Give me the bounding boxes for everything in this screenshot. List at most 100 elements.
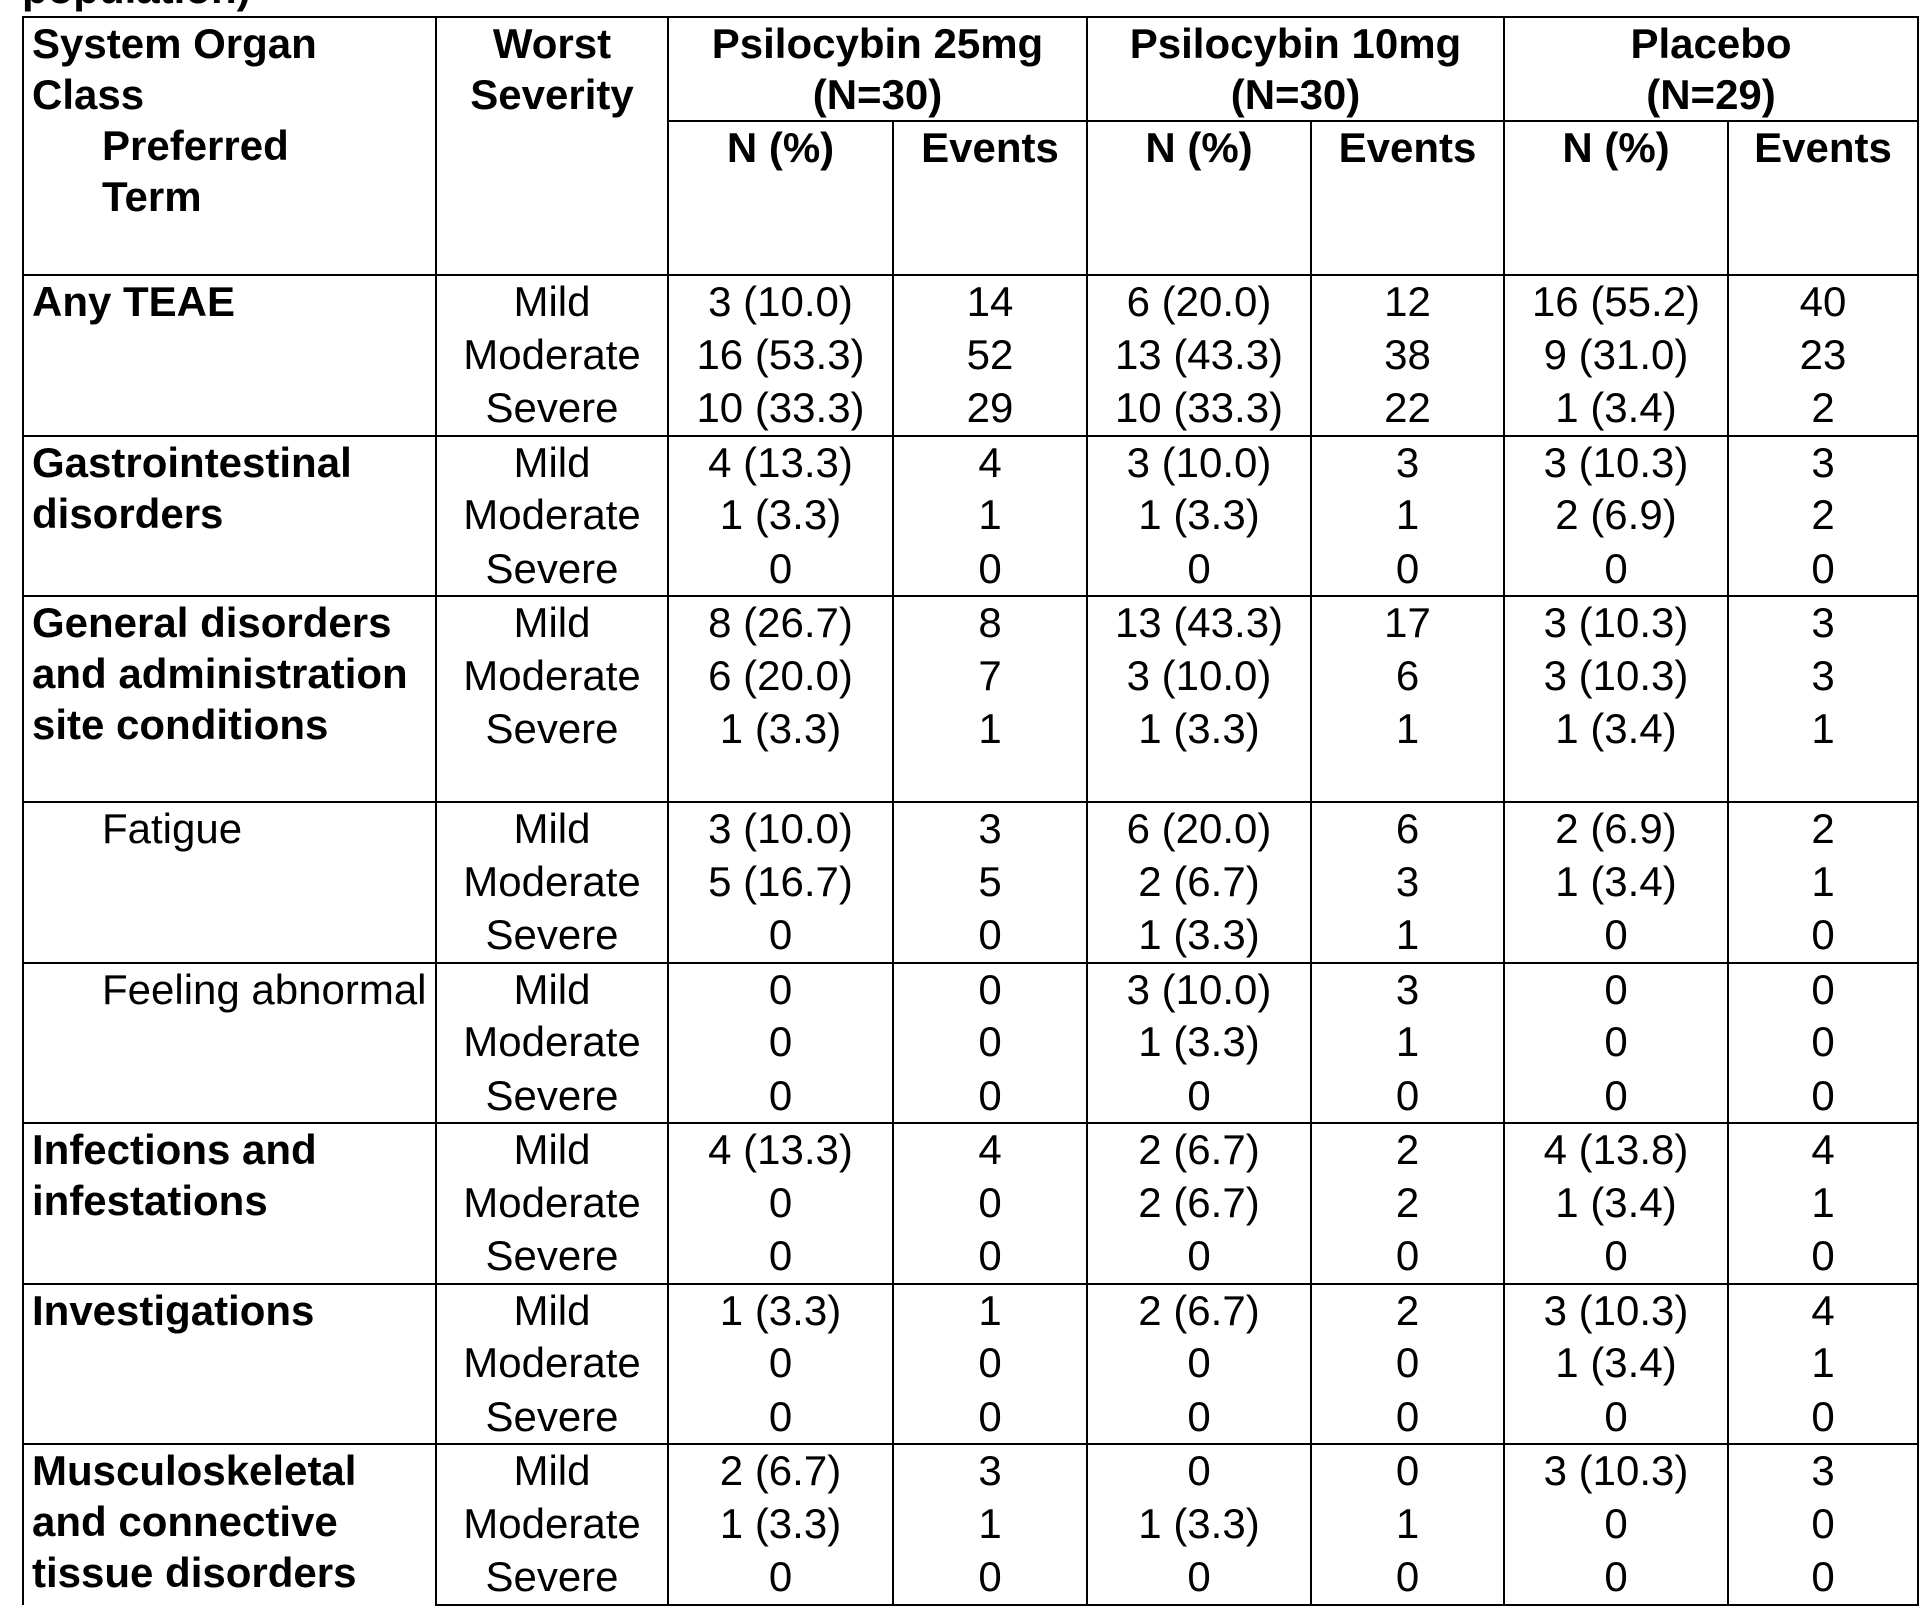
severity: Moderate: [436, 329, 668, 383]
events: 14: [893, 275, 1087, 329]
column-header: N (%): [1504, 121, 1728, 275]
severity: Mild: [436, 963, 668, 1017]
severity: Mild: [436, 436, 668, 490]
events: 12: [1311, 275, 1504, 329]
n-percent: 2 (6.7): [1087, 1177, 1311, 1231]
events: 1: [893, 489, 1087, 543]
body-row: Gastrointestinal disordersMild4 (13.3)43…: [23, 436, 1918, 490]
n-percent: 0: [1504, 543, 1728, 597]
events: 3: [1311, 856, 1504, 910]
severity: Mild: [436, 596, 668, 650]
n-percent: 3 (10.0): [668, 802, 893, 856]
severity: Severe: [436, 1551, 668, 1605]
n-percent: 16 (53.3): [668, 329, 893, 383]
n-percent: 3 (10.3): [1504, 436, 1728, 490]
n-percent: 4 (13.8): [1504, 1123, 1728, 1177]
events: 3: [1728, 596, 1918, 650]
events: 2: [1311, 1177, 1504, 1231]
severity: Mild: [436, 1123, 668, 1177]
column-header: Events: [893, 121, 1087, 275]
n-percent: 2 (6.7): [668, 1444, 893, 1498]
ae-table: System Organ ClassPreferred TermWorst Se…: [22, 16, 1919, 1606]
n-percent: 10 (33.3): [1087, 382, 1311, 436]
n-percent: 13 (43.3): [1087, 596, 1311, 650]
n-percent: 0: [668, 1070, 893, 1124]
body-row: General disorders and administration sit…: [23, 596, 1918, 650]
events: 0: [1311, 543, 1504, 597]
header-severity: Worst Severity: [436, 17, 668, 275]
events: 22: [1311, 382, 1504, 436]
n-percent: 2 (6.7): [1087, 1284, 1311, 1338]
events: 3: [1728, 1444, 1918, 1498]
arm-n: (N=30): [1096, 69, 1495, 120]
events: 1: [1311, 703, 1504, 802]
n-percent: 3 (10.3): [1504, 1284, 1728, 1338]
events: 0: [893, 1230, 1087, 1284]
n-percent: 0: [1504, 1016, 1728, 1070]
n-percent: 1 (3.3): [1087, 1016, 1311, 1070]
events: 0: [1311, 1337, 1504, 1391]
events: 0: [1728, 1230, 1918, 1284]
caption-fragment: population): [22, 0, 251, 14]
n-percent: 0: [1087, 1444, 1311, 1498]
events: 2: [1311, 1123, 1504, 1177]
severity: Mild: [436, 275, 668, 329]
events: 0: [1728, 963, 1918, 1017]
n-percent: 1 (3.3): [668, 1284, 893, 1338]
events: 3: [893, 802, 1087, 856]
severity: Severe: [436, 1230, 668, 1284]
body-row: InvestigationsMild1 (3.3)12 (6.7)23 (10.…: [23, 1284, 1918, 1338]
body-row: Infections and infestationsMild4 (13.3)4…: [23, 1123, 1918, 1177]
n-percent: 1 (3.4): [1504, 1177, 1728, 1231]
severity: Severe: [436, 543, 668, 597]
n-percent: 0: [1504, 1070, 1728, 1124]
n-percent: 0: [1504, 909, 1728, 963]
n-percent: 0: [1087, 1230, 1311, 1284]
arm-header: Psilocybin 10mg(N=30): [1087, 17, 1504, 121]
events: 0: [1728, 1498, 1918, 1552]
events: 0: [1311, 1551, 1504, 1605]
events: 52: [893, 329, 1087, 383]
system-organ-class: Investigations: [23, 1284, 436, 1445]
n-percent: 0: [1087, 1551, 1311, 1605]
system-organ-class: Any TEAE: [23, 275, 436, 436]
n-percent: 0: [668, 1016, 893, 1070]
n-percent: 0: [1087, 1337, 1311, 1391]
n-percent: 2 (6.9): [1504, 802, 1728, 856]
events: 0: [1728, 1391, 1918, 1445]
severity: Mild: [436, 1284, 668, 1338]
events: 2: [1311, 1284, 1504, 1338]
column-header: N (%): [668, 121, 893, 275]
n-percent: 0: [668, 1337, 893, 1391]
n-percent: 1 (3.3): [1087, 489, 1311, 543]
events: 0: [1311, 1444, 1504, 1498]
system-organ-class: Gastrointestinal disorders: [23, 436, 436, 597]
events: 0: [893, 543, 1087, 597]
events: 1: [1311, 489, 1504, 543]
arm-name: Psilocybin 25mg: [677, 18, 1078, 69]
n-percent: 0: [1504, 1230, 1728, 1284]
severity: Moderate: [436, 1016, 668, 1070]
events: 1: [893, 1284, 1087, 1338]
events: 1: [893, 703, 1087, 802]
n-percent: 0: [668, 1551, 893, 1605]
events: 2: [1728, 489, 1918, 543]
events: 3: [893, 1444, 1087, 1498]
events: 8: [893, 596, 1087, 650]
events: 0: [1728, 1551, 1918, 1605]
n-percent: 6 (20.0): [1087, 802, 1311, 856]
events: 0: [893, 1551, 1087, 1605]
header-term-text: Preferred Term: [32, 120, 302, 222]
n-percent: 1 (3.3): [668, 1498, 893, 1552]
n-percent: 1 (3.3): [1087, 909, 1311, 963]
events: 0: [893, 1337, 1087, 1391]
events: 0: [1728, 1016, 1918, 1070]
events: 4: [1728, 1284, 1918, 1338]
n-percent: 8 (26.7): [668, 596, 893, 650]
n-percent: 3 (10.0): [668, 275, 893, 329]
n-percent: 0: [1087, 543, 1311, 597]
system-organ-class: Musculoskeletal and connective tissue di…: [23, 1444, 436, 1605]
n-percent: 2 (6.9): [1504, 489, 1728, 543]
severity: Moderate: [436, 650, 668, 704]
severity: Moderate: [436, 856, 668, 910]
